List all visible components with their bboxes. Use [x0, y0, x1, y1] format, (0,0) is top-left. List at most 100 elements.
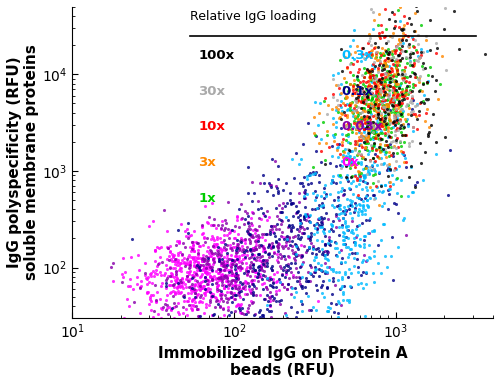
- Point: [393, 174, 401, 181]
- Point: [330, 268, 338, 274]
- Point: [137, 278, 145, 285]
- Point: [352, 125, 360, 131]
- Point: [332, 223, 340, 229]
- Point: [344, 156, 352, 162]
- Point: [356, 127, 364, 133]
- Point: [380, 65, 388, 72]
- Point: [300, 216, 308, 222]
- Point: [318, 251, 326, 258]
- Point: [234, 237, 241, 243]
- Point: [380, 78, 388, 84]
- Point: [360, 139, 368, 145]
- Point: [186, 271, 194, 277]
- Point: [182, 261, 190, 267]
- Point: [372, 131, 380, 137]
- Point: [312, 194, 320, 201]
- Point: [358, 107, 366, 113]
- Point: [384, 108, 392, 114]
- Point: [243, 264, 251, 270]
- Point: [386, 74, 394, 80]
- Point: [287, 224, 295, 231]
- Point: [209, 312, 217, 318]
- Point: [408, 95, 416, 101]
- Point: [339, 154, 347, 160]
- Point: [249, 245, 257, 251]
- Point: [342, 64, 350, 70]
- Point: [392, 119, 400, 125]
- Point: [351, 241, 359, 248]
- Point: [359, 45, 367, 52]
- Point: [410, 82, 418, 89]
- Point: [368, 95, 376, 101]
- Point: [146, 306, 154, 313]
- Point: [266, 182, 274, 188]
- Point: [200, 256, 207, 263]
- Point: [364, 133, 372, 139]
- Point: [334, 277, 342, 283]
- Point: [201, 286, 209, 292]
- Point: [268, 276, 276, 282]
- Point: [340, 341, 348, 347]
- Point: [248, 280, 256, 286]
- Point: [150, 308, 158, 314]
- Point: [247, 215, 255, 221]
- Point: [328, 177, 336, 183]
- Point: [298, 274, 306, 280]
- Point: [332, 213, 340, 219]
- Point: [360, 129, 368, 135]
- Point: [376, 121, 384, 127]
- Point: [170, 258, 178, 264]
- Point: [192, 257, 200, 263]
- Point: [355, 201, 363, 207]
- Point: [346, 122, 354, 128]
- Point: [198, 316, 205, 322]
- Point: [239, 280, 247, 286]
- Point: [210, 257, 218, 263]
- Point: [396, 83, 404, 89]
- Point: [362, 192, 370, 198]
- Point: [206, 247, 214, 253]
- Point: [330, 179, 338, 186]
- Point: [228, 267, 235, 273]
- Point: [292, 274, 300, 280]
- Point: [176, 320, 184, 326]
- Point: [388, 124, 396, 130]
- Point: [360, 134, 368, 141]
- Point: [316, 223, 324, 229]
- Point: [379, 103, 387, 109]
- Point: [184, 290, 192, 296]
- Point: [402, 132, 410, 138]
- Point: [342, 154, 350, 160]
- Point: [184, 230, 192, 236]
- Point: [162, 280, 170, 286]
- Point: [233, 243, 241, 249]
- Point: [386, 115, 394, 121]
- Point: [294, 208, 302, 214]
- Point: [326, 161, 334, 167]
- Point: [358, 137, 366, 143]
- Point: [130, 299, 138, 305]
- Point: [170, 252, 178, 258]
- Point: [392, 78, 400, 84]
- Point: [404, 140, 412, 146]
- Point: [386, 83, 394, 89]
- Point: [321, 270, 329, 276]
- Point: [391, 112, 399, 119]
- Point: [218, 281, 226, 288]
- Point: [303, 191, 311, 197]
- Point: [366, 254, 374, 260]
- Point: [367, 166, 375, 172]
- Point: [381, 113, 389, 119]
- Point: [364, 107, 372, 113]
- Point: [384, 50, 392, 56]
- Point: [224, 304, 232, 310]
- Point: [383, 120, 391, 126]
- Point: [288, 238, 296, 244]
- Point: [336, 372, 344, 378]
- Point: [338, 214, 346, 221]
- Point: [408, 43, 416, 49]
- Point: [342, 112, 349, 118]
- Point: [208, 236, 216, 242]
- Point: [306, 212, 314, 218]
- Point: [298, 261, 306, 267]
